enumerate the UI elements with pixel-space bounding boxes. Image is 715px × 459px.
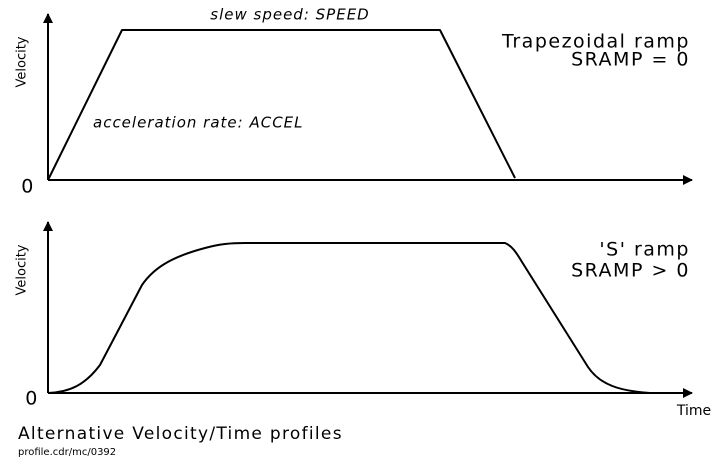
x-axis-label: Time (676, 403, 711, 419)
accel-label: acceleration rate: ACCEL (93, 114, 304, 132)
slew-label: slew speed: SPEED (210, 6, 369, 24)
y-axis-label: Velocity (15, 244, 30, 295)
ramp-title: 'S' ramp (599, 239, 690, 261)
ramp-setting: SRAMP = 0 (571, 49, 690, 71)
origin-label: 0 (25, 388, 39, 410)
caption: Alternative Velocity/Time profiles (18, 424, 343, 444)
y-axis-label: Velocity (15, 36, 30, 87)
trapezoid-profile (47, 29, 516, 181)
ramp-title: Trapezoidal ramp (501, 31, 690, 53)
top-panel: Velocity 0 slew speed: SPEED acceleratio… (15, 6, 693, 198)
file-ref: profile.cdr/mc/0392 (18, 447, 116, 458)
s-curve-profile (47, 242, 651, 394)
ramp-setting: SRAMP > 0 (571, 260, 690, 282)
bottom-panel: Velocity 0 'S' ramp SRAMP > 0 Time (15, 221, 711, 419)
origin-label: 0 (21, 176, 35, 198)
